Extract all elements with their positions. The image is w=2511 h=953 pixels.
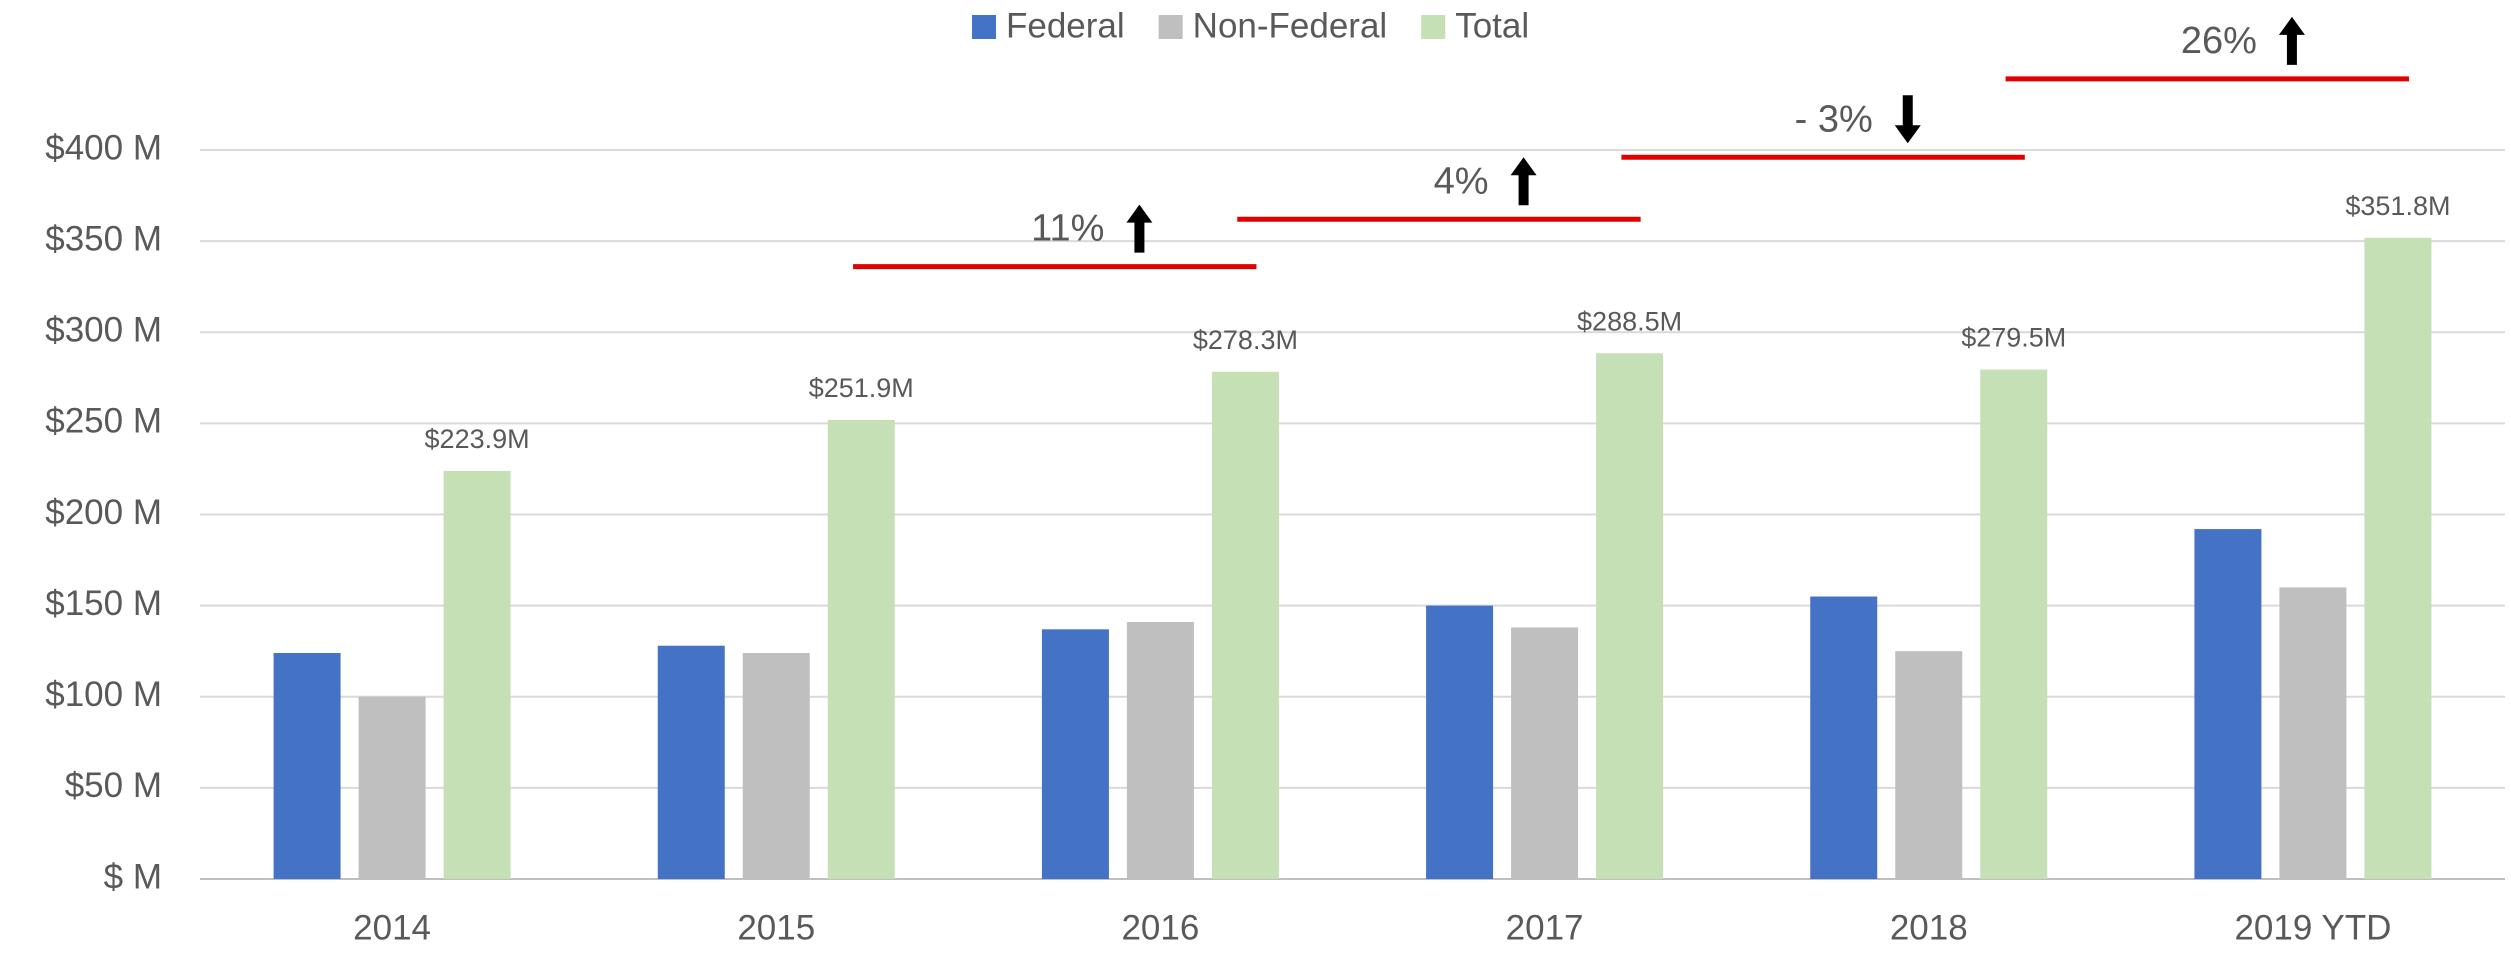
bar xyxy=(657,645,725,879)
legend-label: Non-Federal xyxy=(1193,6,1388,45)
y-tick-label: $400 M xyxy=(45,128,162,167)
change-arrow xyxy=(1510,157,1537,206)
x-tick-label: 2016 xyxy=(1121,908,1199,947)
y-tick-label: $150 M xyxy=(45,584,162,623)
data-label: $279.5M xyxy=(1961,323,2066,353)
change-label: - 3% xyxy=(1795,98,1873,140)
y-tick-label: $250 M xyxy=(45,402,162,441)
bar xyxy=(1041,629,1109,879)
bar xyxy=(1980,369,2048,879)
y-tick-label: $ M xyxy=(104,857,162,896)
x-tick-label: 2019 YTD xyxy=(2234,908,2391,947)
bar xyxy=(2194,529,2262,879)
change-label: 4% xyxy=(1434,160,1489,202)
bar xyxy=(1126,622,1194,879)
bar xyxy=(443,470,511,879)
change-arrow xyxy=(1126,204,1153,253)
x-tick-label: 2014 xyxy=(353,908,431,947)
y-tick-label: $100 M xyxy=(45,675,162,714)
y-tick-label: $200 M xyxy=(45,493,162,532)
y-tick-label: $350 M xyxy=(45,219,162,258)
change-label: 11% xyxy=(1031,208,1104,250)
bar xyxy=(2364,237,2432,880)
x-tick-label: 2018 xyxy=(1890,908,1968,947)
data-label: $288.5M xyxy=(1577,306,1682,336)
data-label: $251.9M xyxy=(809,373,914,403)
legend-label: Federal xyxy=(1006,6,1125,45)
x-tick-label: 2017 xyxy=(1506,908,1584,947)
bar xyxy=(273,653,341,879)
bar xyxy=(1426,605,1494,879)
bar xyxy=(358,696,426,879)
bar xyxy=(1895,651,1963,879)
bar xyxy=(1596,353,1664,879)
legend-swatch xyxy=(972,15,996,39)
bar xyxy=(1810,596,1878,879)
bar xyxy=(1511,627,1579,879)
change-arrow xyxy=(2278,16,2305,65)
y-tick-label: $300 M xyxy=(45,311,162,350)
bar xyxy=(1211,371,1279,879)
legend-swatch xyxy=(1158,15,1183,39)
change-arrow xyxy=(1894,95,1921,144)
legend-swatch xyxy=(1421,15,1446,39)
data-label: $278.3M xyxy=(1193,325,1298,355)
data-label: $223.9M xyxy=(425,424,530,454)
data-label: $351.8M xyxy=(2345,191,2450,221)
y-tick-label: $50 M xyxy=(65,766,162,805)
change-label: 26% xyxy=(2181,20,2257,62)
legend-label: Total xyxy=(1455,6,1529,45)
bar xyxy=(827,419,895,879)
bar xyxy=(2279,587,2347,879)
x-tick-label: 2015 xyxy=(737,908,815,947)
bar xyxy=(742,653,810,879)
